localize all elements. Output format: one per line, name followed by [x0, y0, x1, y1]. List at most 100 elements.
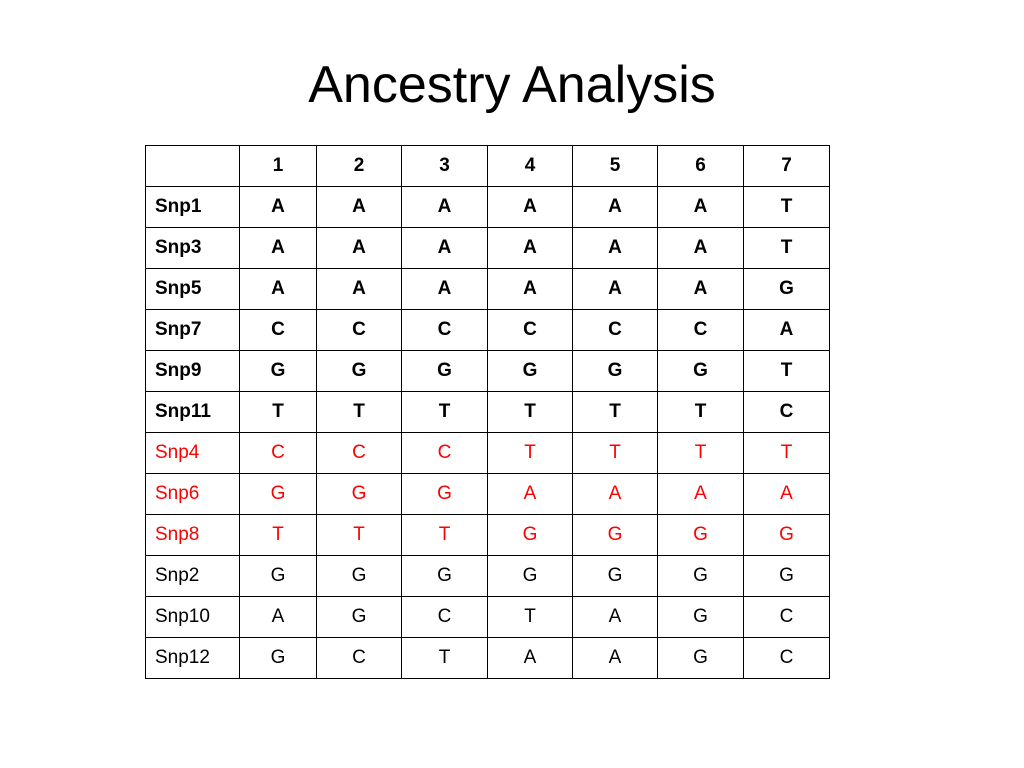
- table-cell: T: [572, 391, 658, 433]
- table-cell: T: [239, 514, 317, 556]
- table-cell: A: [487, 268, 573, 310]
- header-cell: 3: [401, 145, 488, 187]
- table-cell: T: [572, 432, 658, 474]
- table-cell: C: [487, 309, 573, 351]
- table-cell: G: [572, 555, 658, 597]
- table-cell: T: [743, 432, 830, 474]
- table-cell: A: [657, 268, 744, 310]
- table-cell: C: [743, 391, 830, 433]
- table-cell: T: [487, 432, 573, 474]
- table-cell: T: [401, 637, 488, 679]
- table-cell: T: [239, 391, 317, 433]
- table-cell: A: [487, 473, 573, 515]
- table-cell: G: [239, 473, 317, 515]
- data-table: 1 2 3 4 5 6 7 Snp1 A A A A A A T Snp3 A A A A A A T Snp5 A A A A A A G…: [145, 145, 830, 679]
- table-cell: A: [401, 268, 488, 310]
- row-label: Snp6: [145, 473, 240, 515]
- table-cell: C: [401, 432, 488, 474]
- table-cell: G: [572, 514, 658, 556]
- table-cell: A: [657, 227, 744, 269]
- table-cell: G: [316, 596, 402, 638]
- table-row: Snp6 G G G A A A A: [145, 473, 830, 515]
- table-row: Snp2 G G G G G G G: [145, 555, 830, 597]
- table-cell: T: [487, 391, 573, 433]
- table-cell: T: [316, 514, 402, 556]
- table-cell: G: [316, 473, 402, 515]
- table-cell: G: [239, 350, 317, 392]
- row-label: Snp12: [145, 637, 240, 679]
- table-row: Snp8 T T T G G G G: [145, 514, 830, 556]
- row-label: Snp10: [145, 596, 240, 638]
- table-cell: G: [572, 350, 658, 392]
- table-cell: G: [657, 637, 744, 679]
- table-cell: C: [401, 309, 488, 351]
- table-cell: G: [401, 473, 488, 515]
- slide-title: Ancestry Analysis: [308, 56, 716, 114]
- header-cell: 1: [239, 145, 317, 187]
- table-row: Snp11 T T T T T T C: [145, 391, 830, 433]
- table-cell: G: [657, 555, 744, 597]
- row-label: Snp8: [145, 514, 240, 556]
- table-cell: G: [657, 350, 744, 392]
- table-cell: A: [401, 186, 488, 228]
- table-cell: G: [487, 555, 573, 597]
- table-cell: A: [239, 227, 317, 269]
- table-cell: G: [239, 555, 317, 597]
- table-cell: A: [316, 227, 402, 269]
- table-cell: G: [657, 514, 744, 556]
- table-cell: A: [316, 268, 402, 310]
- table-cell: A: [316, 186, 402, 228]
- table-cell: C: [572, 309, 658, 351]
- corner-cell: [145, 145, 240, 187]
- table-cell: A: [743, 473, 830, 515]
- table-row: Snp7 C C C C C C A: [145, 309, 830, 351]
- table-cell: A: [657, 186, 744, 228]
- table-cell: C: [316, 637, 402, 679]
- table-cell: T: [401, 391, 488, 433]
- table-cell: G: [487, 350, 573, 392]
- table-cell: T: [316, 391, 402, 433]
- table-cell: T: [657, 391, 744, 433]
- table-row: Snp12 G C T A A G C: [145, 637, 830, 679]
- row-label: Snp11: [145, 391, 240, 433]
- table-cell: C: [239, 432, 317, 474]
- table-cell: C: [743, 637, 830, 679]
- table-cell: A: [657, 473, 744, 515]
- table-cell: C: [316, 432, 402, 474]
- header-cell: 6: [657, 145, 744, 187]
- row-label: Snp3: [145, 227, 240, 269]
- table-cell: C: [401, 596, 488, 638]
- table-cell: G: [743, 268, 830, 310]
- table-cell: G: [316, 350, 402, 392]
- table-cell: C: [316, 309, 402, 351]
- row-label: Snp4: [145, 432, 240, 474]
- table-cell: C: [239, 309, 317, 351]
- table-cell: A: [239, 268, 317, 310]
- header-cell: 7: [743, 145, 830, 187]
- table-cell: G: [657, 596, 744, 638]
- table-cell: C: [657, 309, 744, 351]
- table-cell: A: [487, 227, 573, 269]
- table-cell: A: [487, 637, 573, 679]
- table-cell: G: [316, 555, 402, 597]
- table-row: Snp4 C C C T T T T: [145, 432, 830, 474]
- table-row: Snp5 A A A A A A G: [145, 268, 830, 310]
- table-cell: G: [743, 555, 830, 597]
- table-cell: G: [239, 637, 317, 679]
- table-cell: T: [487, 596, 573, 638]
- table-cell: G: [401, 350, 488, 392]
- table-row: Snp3 A A A A A A T: [145, 227, 830, 269]
- table-cell: A: [572, 637, 658, 679]
- row-label: Snp5: [145, 268, 240, 310]
- table-cell: T: [657, 432, 744, 474]
- row-label: Snp2: [145, 555, 240, 597]
- table-cell: G: [401, 555, 488, 597]
- table-cell: G: [743, 514, 830, 556]
- table-cell: C: [743, 596, 830, 638]
- table-cell: T: [743, 186, 830, 228]
- table-cell: A: [572, 596, 658, 638]
- table-cell: A: [743, 309, 830, 351]
- table-cell: A: [572, 227, 658, 269]
- row-label: Snp7: [145, 309, 240, 351]
